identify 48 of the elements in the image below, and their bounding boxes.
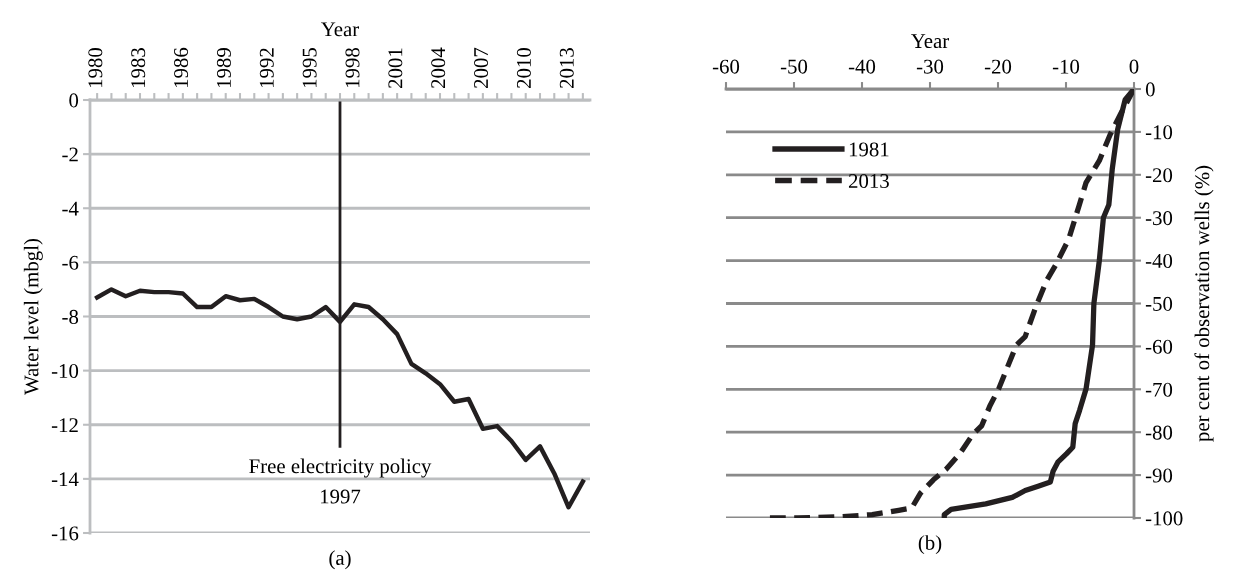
x-tick-label: -50 — [780, 59, 808, 74]
legend-label: 2013 — [848, 173, 889, 188]
y-tick-label: -10 — [1145, 125, 1173, 140]
y-tick-label: 0 — [69, 93, 79, 108]
x-tick-label: 1995 — [302, 48, 317, 88]
y-tick-label: -40 — [1145, 253, 1173, 269]
y-tick-label: -80 — [1145, 425, 1173, 440]
x-axis-title: Year — [321, 22, 360, 37]
y-axis-title: Water level (mbgl) — [23, 239, 43, 395]
y-tick-label: -8 — [62, 309, 79, 324]
y-axis-title: per cent of observation wells (%) — [1194, 165, 1214, 442]
x-tick-label: -40 — [848, 59, 876, 74]
y-tick-label: -90 — [1145, 468, 1173, 483]
x-tick-label: 2010 — [516, 48, 531, 88]
x-tick-label: -30 — [916, 59, 944, 74]
x-tick-label: 2004 — [431, 47, 446, 88]
y-tick-label: -2 — [62, 147, 78, 162]
text: (b) — [918, 535, 942, 555]
x-tick-label: 1986 — [174, 47, 189, 88]
x-tick-label: 2013 — [559, 48, 574, 88]
y-tick-label: -30 — [1145, 211, 1173, 226]
x-tick-label: -10 — [1052, 59, 1080, 74]
y-tick-label: -100 — [1145, 511, 1183, 526]
x-tick-label: 1983 — [131, 48, 146, 88]
x-tick-label: -20 — [984, 59, 1012, 74]
y-tick-label: -6 — [62, 255, 79, 270]
x-axis-title: Year — [911, 34, 950, 49]
y-tick-label: -16 — [51, 526, 79, 541]
ref-line-label: Free electricity policy — [249, 458, 432, 478]
x-tick-label: 1989 — [216, 48, 231, 88]
y-tick-label: -70 — [1145, 382, 1173, 397]
annotation: 1997 — [321, 489, 361, 504]
x-tick-label: 0 — [1129, 59, 1139, 74]
x-tick-label: 1992 — [259, 48, 274, 88]
y-tick-label: -20 — [1145, 168, 1173, 183]
x-tick-label: 2007 — [474, 47, 489, 88]
x-tick-label: -60 — [712, 59, 740, 74]
y-tick-label: -60 — [1145, 339, 1173, 354]
y-tick-label: -4 — [62, 201, 79, 216]
y-tick-label: -14 — [51, 472, 79, 487]
y-tick-label: -50 — [1145, 296, 1173, 311]
x-tick-label: 1980 — [88, 48, 103, 88]
y-tick-label: -12 — [51, 418, 78, 432]
x-tick-label: 1998 — [345, 48, 360, 88]
y-tick-label: -10 — [51, 364, 79, 379]
text: (a) — [329, 550, 351, 570]
x-tick-label: 2001 — [388, 48, 403, 88]
legend-label: 1981 — [849, 142, 889, 157]
